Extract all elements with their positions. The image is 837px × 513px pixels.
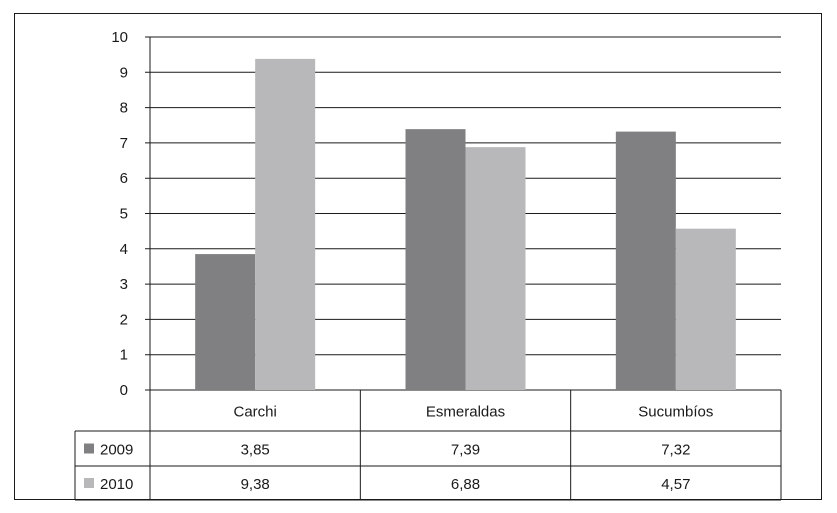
y-tick-label: 7	[120, 135, 128, 152]
value-label: 6,88	[451, 476, 480, 493]
category-label: Sucumbíos	[638, 404, 713, 421]
y-tick-label: 4	[120, 241, 128, 258]
bar-2009-0	[195, 254, 256, 390]
value-label: 4,57	[661, 476, 690, 493]
legend-swatch-2009	[84, 443, 94, 454]
legend-label: 2010	[100, 476, 133, 493]
bar-2009-1	[405, 129, 466, 390]
y-tick-label: 6	[120, 170, 128, 187]
y-tick-label: 3	[120, 276, 128, 293]
y-tick-label: 10	[111, 29, 128, 46]
y-tick-label: 9	[120, 64, 128, 81]
category-label: Carchi	[233, 404, 276, 421]
bar-2010-0	[255, 58, 316, 391]
y-tick-label: 0	[120, 382, 128, 399]
bar-2010-2	[675, 228, 736, 390]
bar-2009-2	[615, 131, 676, 390]
value-label: 9,38	[241, 476, 270, 493]
legend-swatch-2010	[84, 478, 94, 488]
legend-label: 2009	[100, 442, 133, 459]
value-label: 3,85	[241, 442, 270, 459]
data-table: Carchi Esmeraldas Sucumbíos 2009 3,85 7,39 7,3…	[74, 390, 782, 501]
bars	[195, 58, 736, 391]
y-tick-label: 2	[120, 311, 128, 328]
bar-2010-1	[465, 147, 526, 390]
y-tick-label: 5	[120, 206, 128, 223]
y-axis-ticks: 0 1 2 3 4 5 6 7 8 9 10	[111, 29, 128, 399]
value-label: 7,32	[661, 442, 690, 459]
value-label: 7,39	[451, 442, 480, 459]
y-tick-label: 8	[120, 100, 128, 117]
y-tick-label: 1	[120, 347, 128, 364]
category-label: Esmeraldas	[426, 404, 505, 421]
